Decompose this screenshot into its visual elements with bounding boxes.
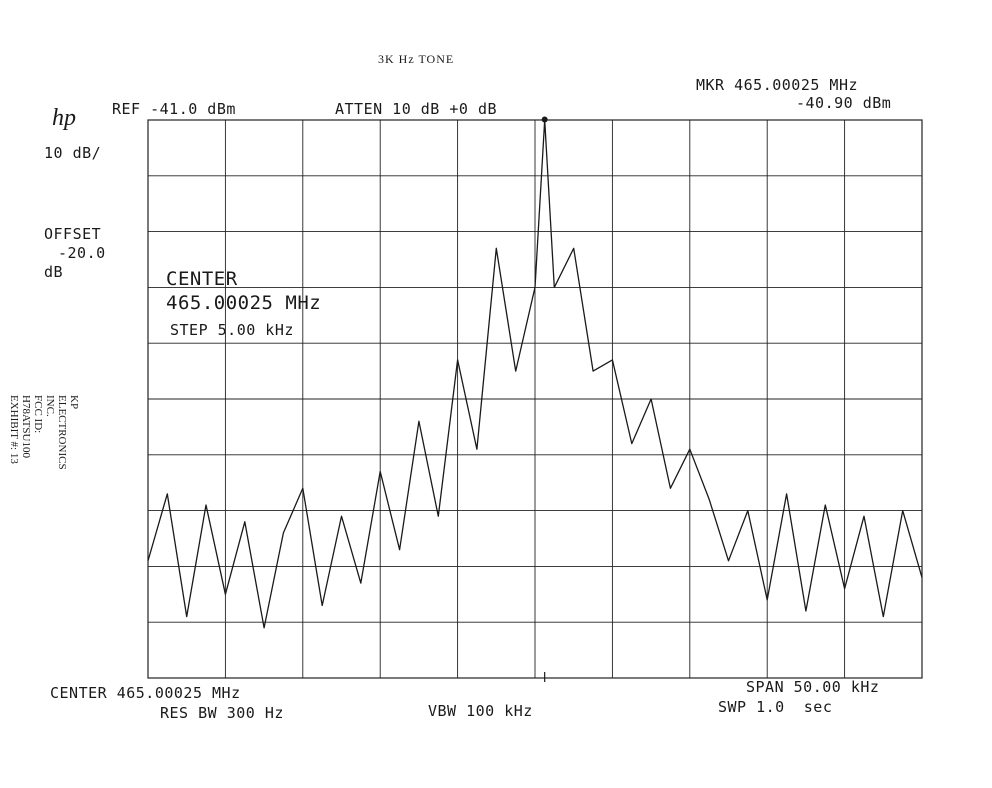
exhibit-company: KP ELECTRONICS INC. [44, 395, 80, 470]
step-size: STEP 5.00 kHz [170, 321, 294, 339]
spectrum-trace [147, 119, 923, 629]
center-overlay-label: CENTER [166, 268, 238, 290]
offset-unit: dB [44, 263, 64, 281]
exhibit-number: EXHIBIT #: 13 [8, 395, 20, 464]
video-bandwidth: VBW 100 kHz [428, 702, 533, 720]
offset-value: -20.0 [58, 244, 106, 262]
frequency-span: SPAN 50.00 kHz [746, 678, 880, 696]
exhibit-fcc-id: FCC ID: H78ATSU100 [20, 395, 44, 458]
scale-per-division: 10 dB/ [44, 144, 102, 162]
center-frequency: CENTER 465.00025 MHz [50, 684, 241, 702]
marker-point [541, 116, 548, 123]
reference-level: REF -41.0 dBm [112, 100, 236, 118]
exhibit-stamp: KP ELECTRONICS INC. FCC ID: H78ATSU100 E… [8, 395, 138, 525]
marker-level: -40.90 dBm [796, 94, 892, 112]
center-overlay-value: 465.00025 MHz [166, 292, 322, 314]
sweep-time: SWP 1.0 sec [718, 698, 833, 716]
hp-logo: hp [52, 105, 76, 131]
resolution-bandwidth: RES BW 300 Hz [160, 704, 284, 722]
offset-label: OFFSET [44, 225, 102, 243]
marker-frequency: MKR 465.00025 MHz [696, 76, 859, 94]
page-title: 3K Hz TONE [378, 52, 455, 66]
attenuation: ATTEN 10 dB +0 dB [335, 100, 498, 118]
